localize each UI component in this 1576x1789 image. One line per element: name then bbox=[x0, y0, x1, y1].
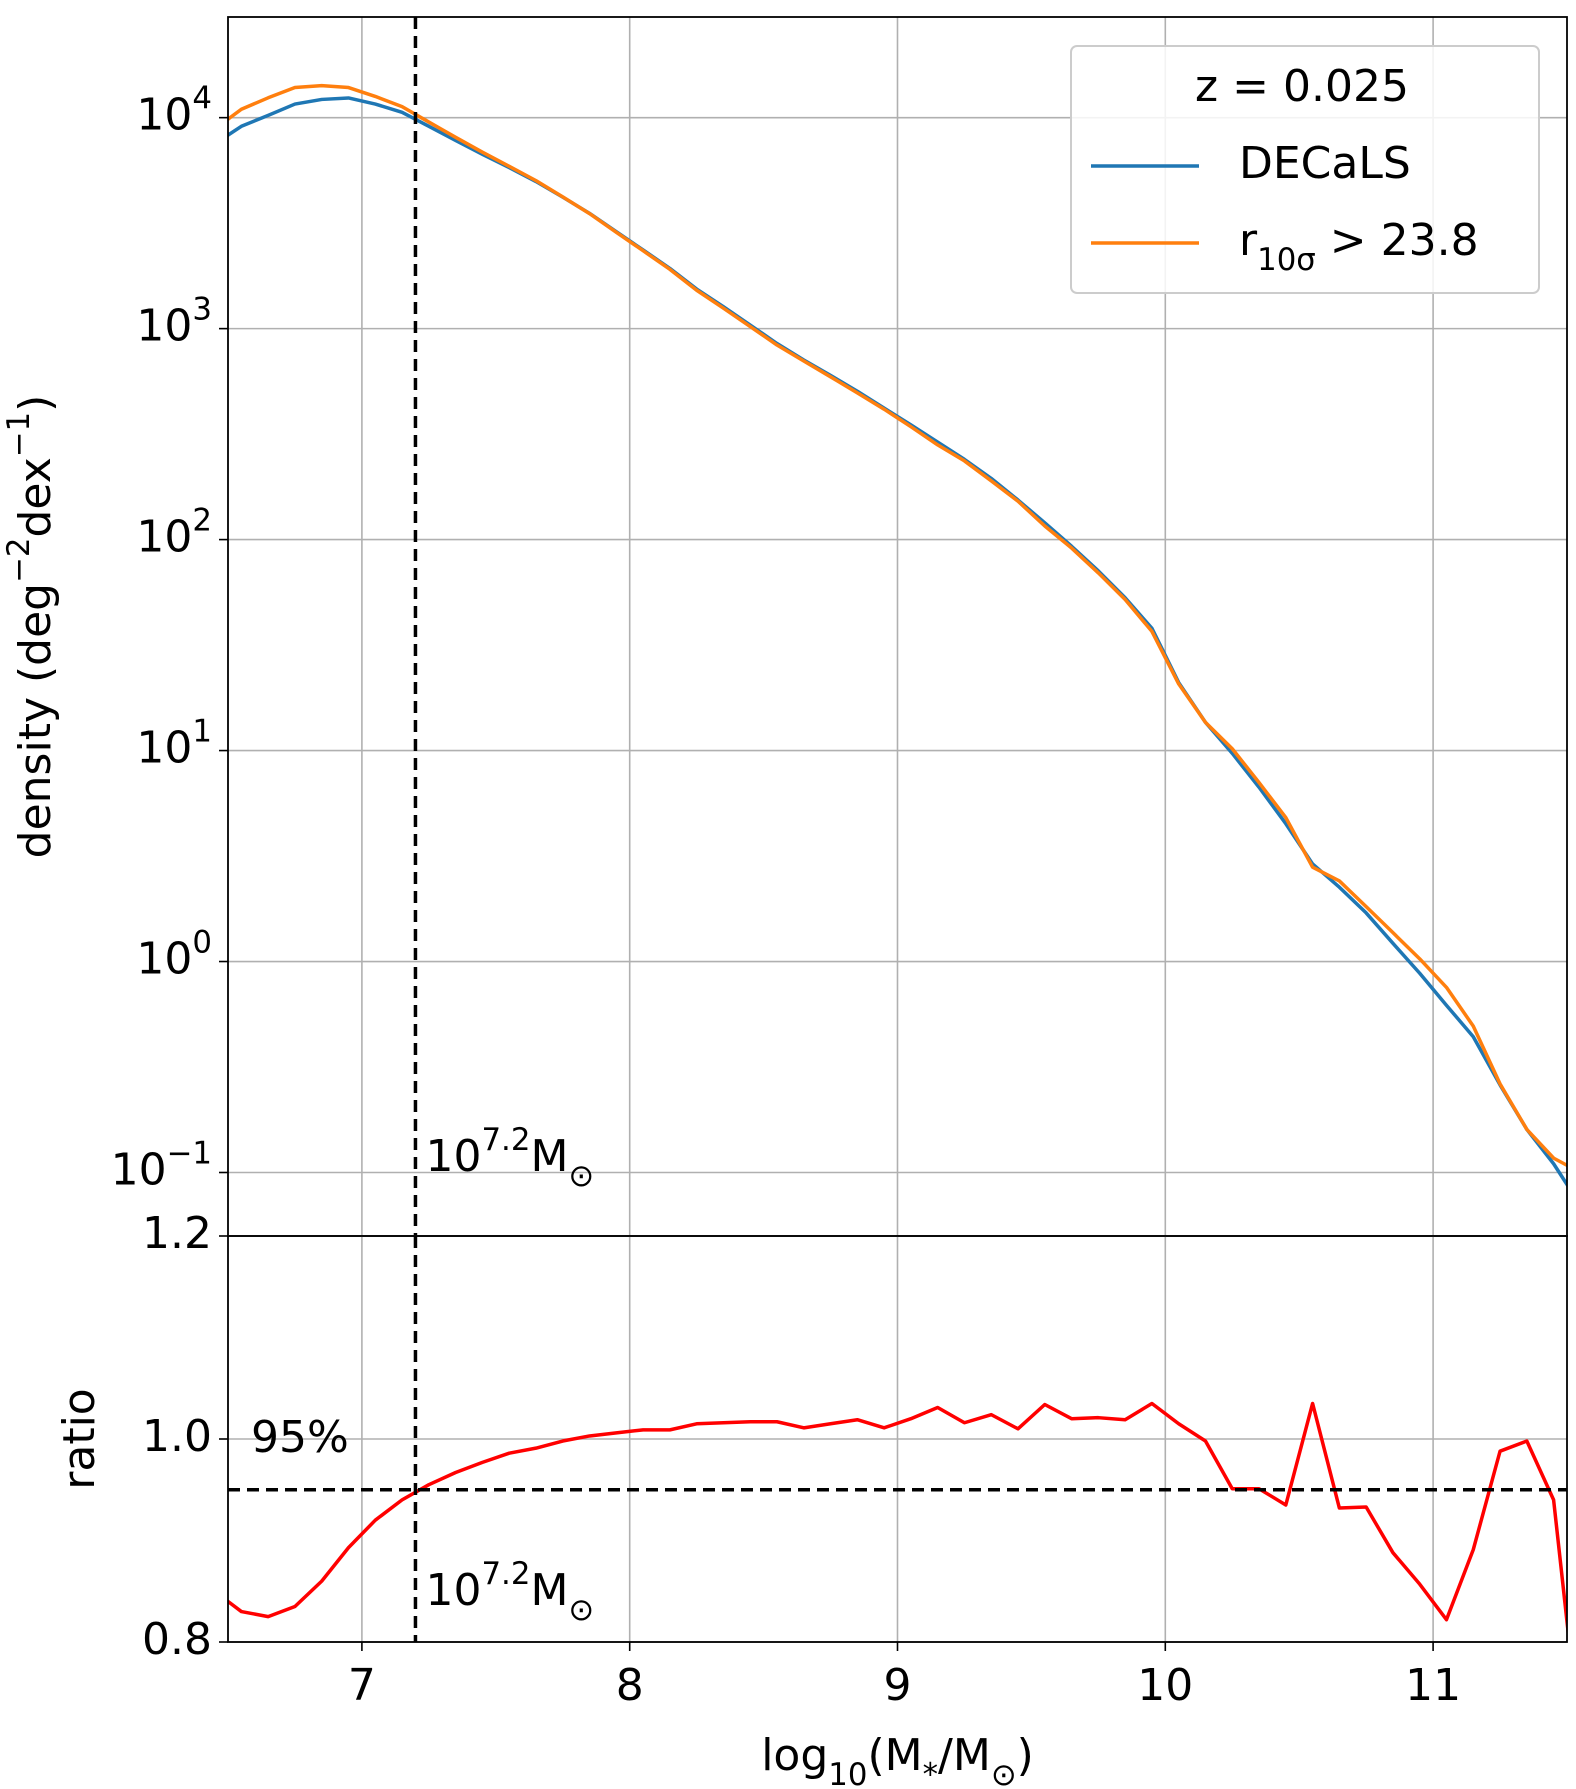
x-tick-label: 10 bbox=[1137, 1660, 1193, 1711]
annotation: 95% bbox=[251, 1412, 349, 1463]
y-tick-label: 1.2 bbox=[142, 1208, 212, 1259]
legend-label: r10σ​ > 23.8 bbox=[1239, 215, 1479, 278]
y-tick-label: 10−1​ bbox=[111, 1135, 212, 1196]
plot-area bbox=[228, 83, 1567, 1188]
series-line bbox=[228, 1401, 1567, 1638]
x-tick-label: 9 bbox=[884, 1660, 912, 1711]
y-tick-label: 102​ bbox=[136, 502, 212, 563]
y-tick-label: 103​ bbox=[136, 291, 212, 352]
annotation: 107.2​M⊙​ bbox=[425, 1556, 594, 1628]
y-axis-label: density (deg−2​dex−1​) bbox=[1, 395, 62, 859]
y-tick-label: 0.8 bbox=[142, 1614, 212, 1665]
x-axis-label: log10​(M*​/M⊙​) bbox=[761, 1730, 1034, 1789]
x-tick-label: 11 bbox=[1405, 1660, 1461, 1711]
legend-box bbox=[1070, 45, 1540, 294]
legend-title: z = 0.025 bbox=[1195, 61, 1409, 112]
x-tick-label: 8 bbox=[616, 1660, 644, 1711]
y-tick-label: 104​ bbox=[136, 80, 212, 141]
legend-label: DECaLS bbox=[1239, 138, 1411, 189]
plot-area bbox=[228, 1401, 1567, 1638]
y-tick-label: 100​ bbox=[136, 924, 212, 985]
series-line bbox=[228, 83, 1567, 1168]
annotation: 107.2​M⊙​ bbox=[425, 1122, 594, 1194]
y-axis-label: ratio bbox=[54, 1388, 105, 1489]
y-tick-label: 1.0 bbox=[142, 1411, 212, 1462]
x-tick-label: 7 bbox=[348, 1660, 376, 1711]
y-tick-label: 101​ bbox=[136, 713, 212, 774]
